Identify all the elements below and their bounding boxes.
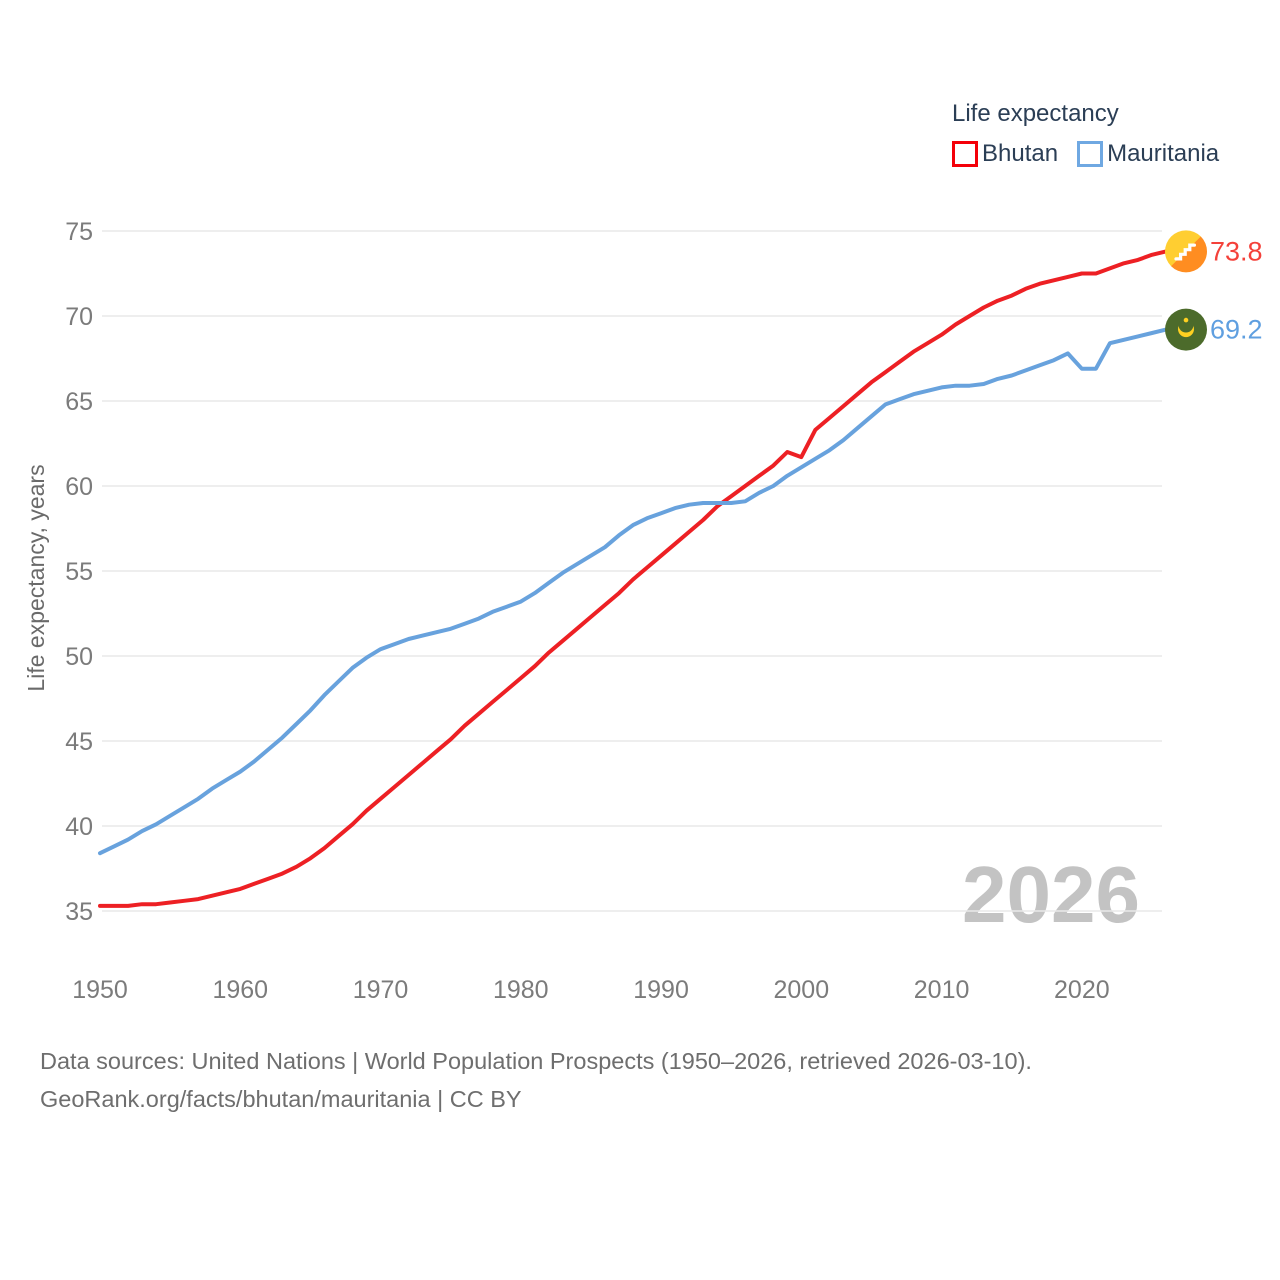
legend-swatch-bhutan — [952, 141, 978, 167]
legend-items: Bhutan Mauritania — [952, 140, 1238, 168]
end-markers: 73.8 69.2 — [1165, 230, 1263, 351]
legend-title: Life expectancy — [952, 100, 1119, 127]
x-tick-2000: 2000 — [774, 976, 830, 1004]
legend-label-mauritania: Mauritania — [1107, 140, 1220, 167]
y-tick-65: 65 — [65, 388, 93, 416]
y-axis-labels: 35 40 45 50 55 60 65 70 75 — [65, 218, 93, 926]
y-tick-55: 55 — [65, 558, 93, 586]
end-value-bhutan: 73.8 — [1210, 236, 1263, 266]
legend-item-bhutan[interactable]: Bhutan — [952, 140, 1058, 168]
source-line-1: Data sources: United Nations | World Pop… — [40, 1048, 1032, 1074]
x-tick-1950: 1950 — [72, 976, 128, 1004]
x-tick-1960: 1960 — [212, 976, 268, 1004]
y-tick-40: 40 — [65, 813, 93, 841]
gridlines — [102, 230, 1162, 912]
bhutan-flag-icon — [1165, 230, 1207, 273]
y-axis-title: Life expectancy, years — [23, 464, 49, 691]
mauritania-flag-icon — [1165, 308, 1207, 351]
y-tick-35: 35 — [65, 898, 93, 926]
legend-swatch-mauritania — [1077, 141, 1104, 167]
source-text: Data sources: United Nations | World Pop… — [40, 1042, 1032, 1118]
x-tick-1970: 1970 — [353, 976, 409, 1004]
x-tick-1980: 1980 — [493, 976, 549, 1004]
series-lines — [98, 249, 1168, 908]
series-line-bhutan[interactable] — [98, 249, 1168, 908]
legend-label-bhutan: Bhutan — [982, 140, 1059, 167]
legend-item-mauritania[interactable]: Mauritania — [1077, 140, 1219, 168]
x-tick-2020: 2020 — [1054, 976, 1110, 1004]
x-axis-labels: 1950 1960 1970 1980 1990 2000 2010 2020 — [72, 976, 1109, 1004]
watermark-year: 2026 — [962, 850, 1140, 939]
y-tick-45: 45 — [65, 728, 93, 756]
y-tick-70: 70 — [65, 303, 93, 331]
y-tick-75: 75 — [65, 218, 93, 246]
x-tick-1990: 1990 — [633, 976, 689, 1004]
x-tick-2010: 2010 — [914, 976, 970, 1004]
source-line-2: GeoRank.org/facts/bhutan/mauritania | CC… — [40, 1086, 522, 1112]
y-tick-60: 60 — [65, 473, 93, 501]
series-line-mauritania[interactable] — [98, 327, 1168, 856]
y-tick-50: 50 — [65, 643, 93, 671]
end-value-mauritania: 69.2 — [1210, 315, 1263, 345]
legend: Life expectancy Bhutan Mauritania — [952, 100, 1238, 168]
